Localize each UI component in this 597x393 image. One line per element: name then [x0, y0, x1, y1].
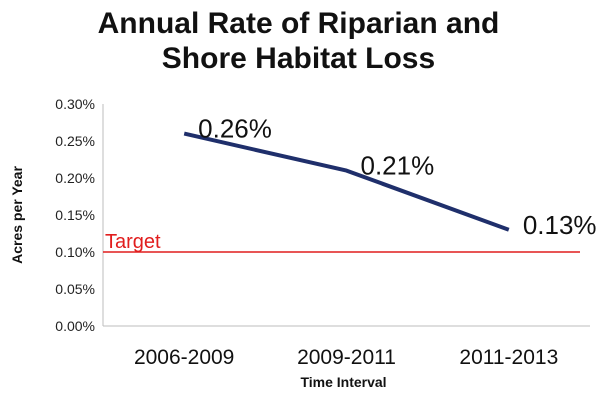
x-category-label: 2009-2011: [297, 346, 396, 369]
y-tick-label: 0.15%: [55, 207, 95, 223]
x-axis-title: Time Interval: [300, 374, 386, 390]
data-label: 0.13%: [523, 210, 597, 240]
y-tick-label: 0.20%: [55, 170, 95, 186]
data-label: 0.21%: [361, 151, 435, 181]
data-labels: 0.26% 0.21% 0.13%: [198, 114, 596, 240]
chart-title-line-1: Annual Rate of Riparian and: [97, 7, 500, 40]
y-tick-label: 0.10%: [55, 244, 95, 260]
y-tick-label: 0.25%: [55, 133, 95, 149]
chart-title-line-2: Shore Habitat Loss: [161, 42, 436, 75]
series-line: [183, 131, 510, 232]
chart-title: Annual Rate of Riparian and Shore Habita…: [0, 6, 597, 76]
target-label: Target: [105, 231, 161, 253]
y-axis-title: Acres per Year: [9, 166, 25, 264]
x-category-label: 2011-2013: [459, 346, 558, 369]
y-tick-label: 0.05%: [55, 281, 95, 297]
x-axis-categories: 2006-2009 2009-2011 2011-2013: [134, 346, 558, 369]
x-category-label: 2006-2009: [134, 346, 234, 369]
data-label: 0.26%: [198, 114, 272, 144]
y-axis-ticks: 0.00% 0.05% 0.10% 0.15% 0.20% 0.25% 0.30%: [55, 96, 95, 334]
y-tick-label: 0.30%: [55, 96, 95, 112]
y-tick-label: 0.00%: [55, 318, 95, 334]
